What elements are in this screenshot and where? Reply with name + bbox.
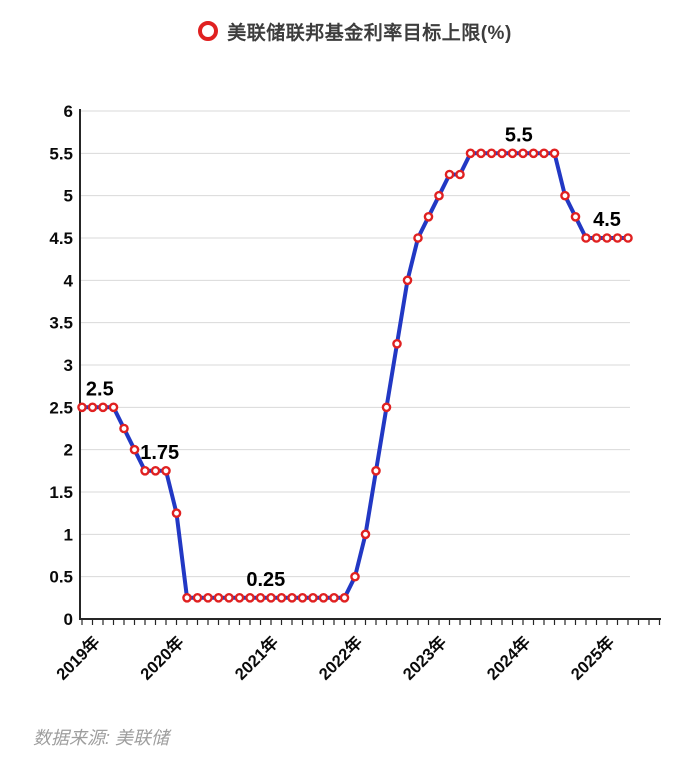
data-point-marker [245,593,255,603]
data-point-marker [528,148,539,159]
y-tick-label: 5 [64,187,73,206]
data-point-label: 0.25 [246,569,285,591]
data-point-marker [108,402,119,413]
data-point-marker [203,593,213,603]
data-point-marker [465,148,476,159]
x-ticks [81,620,661,625]
data-point-marker [381,402,392,413]
y-tick-label: 2 [64,441,73,460]
data-point-marker [476,148,486,159]
data-labels: 2.5 1.75 0.25 5.5 4.5 [86,124,621,591]
data-point-marker [192,593,203,603]
data-point-marker [539,148,549,159]
data-point-label: 1.75 [140,442,179,464]
data-point-marker [423,211,434,222]
y-tick-label: 0 [64,610,73,629]
y-tick-label: 0.5 [49,568,73,587]
y-tick-label: 1 [64,525,73,544]
data-point-marker [455,169,465,180]
data-point-marker [129,444,140,455]
data-point-marker [287,593,297,603]
data-point-marker [266,593,276,603]
data-point-marker [560,190,570,201]
data-point-marker [350,571,360,582]
y-tick-label: 1.5 [49,483,73,502]
data-point-marker [623,233,633,243]
data-point-marker [150,465,161,476]
x-tick-label: 2022年 [314,632,366,684]
data-source-note: 数据来源: 美联储 [33,728,170,748]
data-point-marker [98,402,108,413]
series-markers [77,148,633,603]
y-tick-label: 6 [64,102,73,121]
data-point-marker [549,148,560,159]
data-point-marker [402,275,413,286]
y-tick-label: 3 [64,356,73,375]
x-tick-label: 2023年 [398,632,450,684]
data-point-marker [329,593,339,603]
data-point-marker [234,593,245,603]
y-gridlines [80,110,630,578]
data-point-marker [444,169,455,180]
data-point-marker [297,593,308,603]
data-point-marker [161,465,171,476]
data-point-marker [140,465,150,476]
data-point-marker [224,593,234,603]
data-point-marker [213,593,224,603]
series-legend-marker-icon [198,21,219,41]
y-tick-label: 2.5 [49,398,73,417]
data-point-marker [434,190,444,201]
x-tick-label: 2019年 [52,632,104,684]
data-point-marker [581,233,591,243]
x-tick-label: 2024年 [482,632,534,684]
data-point-marker [413,233,423,243]
data-point-marker [371,465,381,476]
data-point-marker [518,148,528,159]
data-point-marker [339,593,350,603]
data-point-marker [171,508,182,519]
data-point-marker [602,233,612,243]
data-point-marker [360,529,371,540]
data-point-marker [87,402,98,413]
data-point-label: 4.5 [593,209,621,231]
data-point-marker [77,402,87,413]
data-point-marker [255,593,266,603]
data-point-marker [591,233,602,243]
chart-header: 美联储联邦基金利率目标上限(%) [80,16,630,46]
series-line [80,151,630,600]
y-tick-labels: 0 0.5 1 1.5 2 2.5 3 3.5 4 4.5 5 5.5 6 [49,102,73,629]
data-point-marker [119,423,129,434]
data-point-label: 2.5 [86,378,114,400]
data-point-marker [318,593,329,603]
data-point-marker [612,233,623,243]
y-tick-label: 4 [64,271,74,290]
data-point-marker [308,593,318,603]
y-tick-label: 4.5 [49,229,73,248]
data-point-marker [182,593,192,603]
y-tick-label: 5.5 [49,144,73,163]
chart-title: 美联储联邦基金利率目标上限(%) [227,22,512,44]
data-point-label: 5.5 [505,124,533,146]
x-tick-label: 2021年 [230,632,282,684]
x-tick-label: 2020年 [136,632,188,684]
data-point-marker [392,338,402,349]
x-tick-label: 2025年 [566,632,618,684]
data-point-marker [570,211,581,222]
data-point-marker [497,148,507,159]
data-point-marker [507,148,518,159]
data-point-marker [276,593,287,603]
x-tick-labels: 2019年 2020年 2021年 2022年 2023年 2024年 2025年 [52,632,619,684]
y-tick-label: 3.5 [49,314,73,333]
data-point-marker [486,148,497,159]
